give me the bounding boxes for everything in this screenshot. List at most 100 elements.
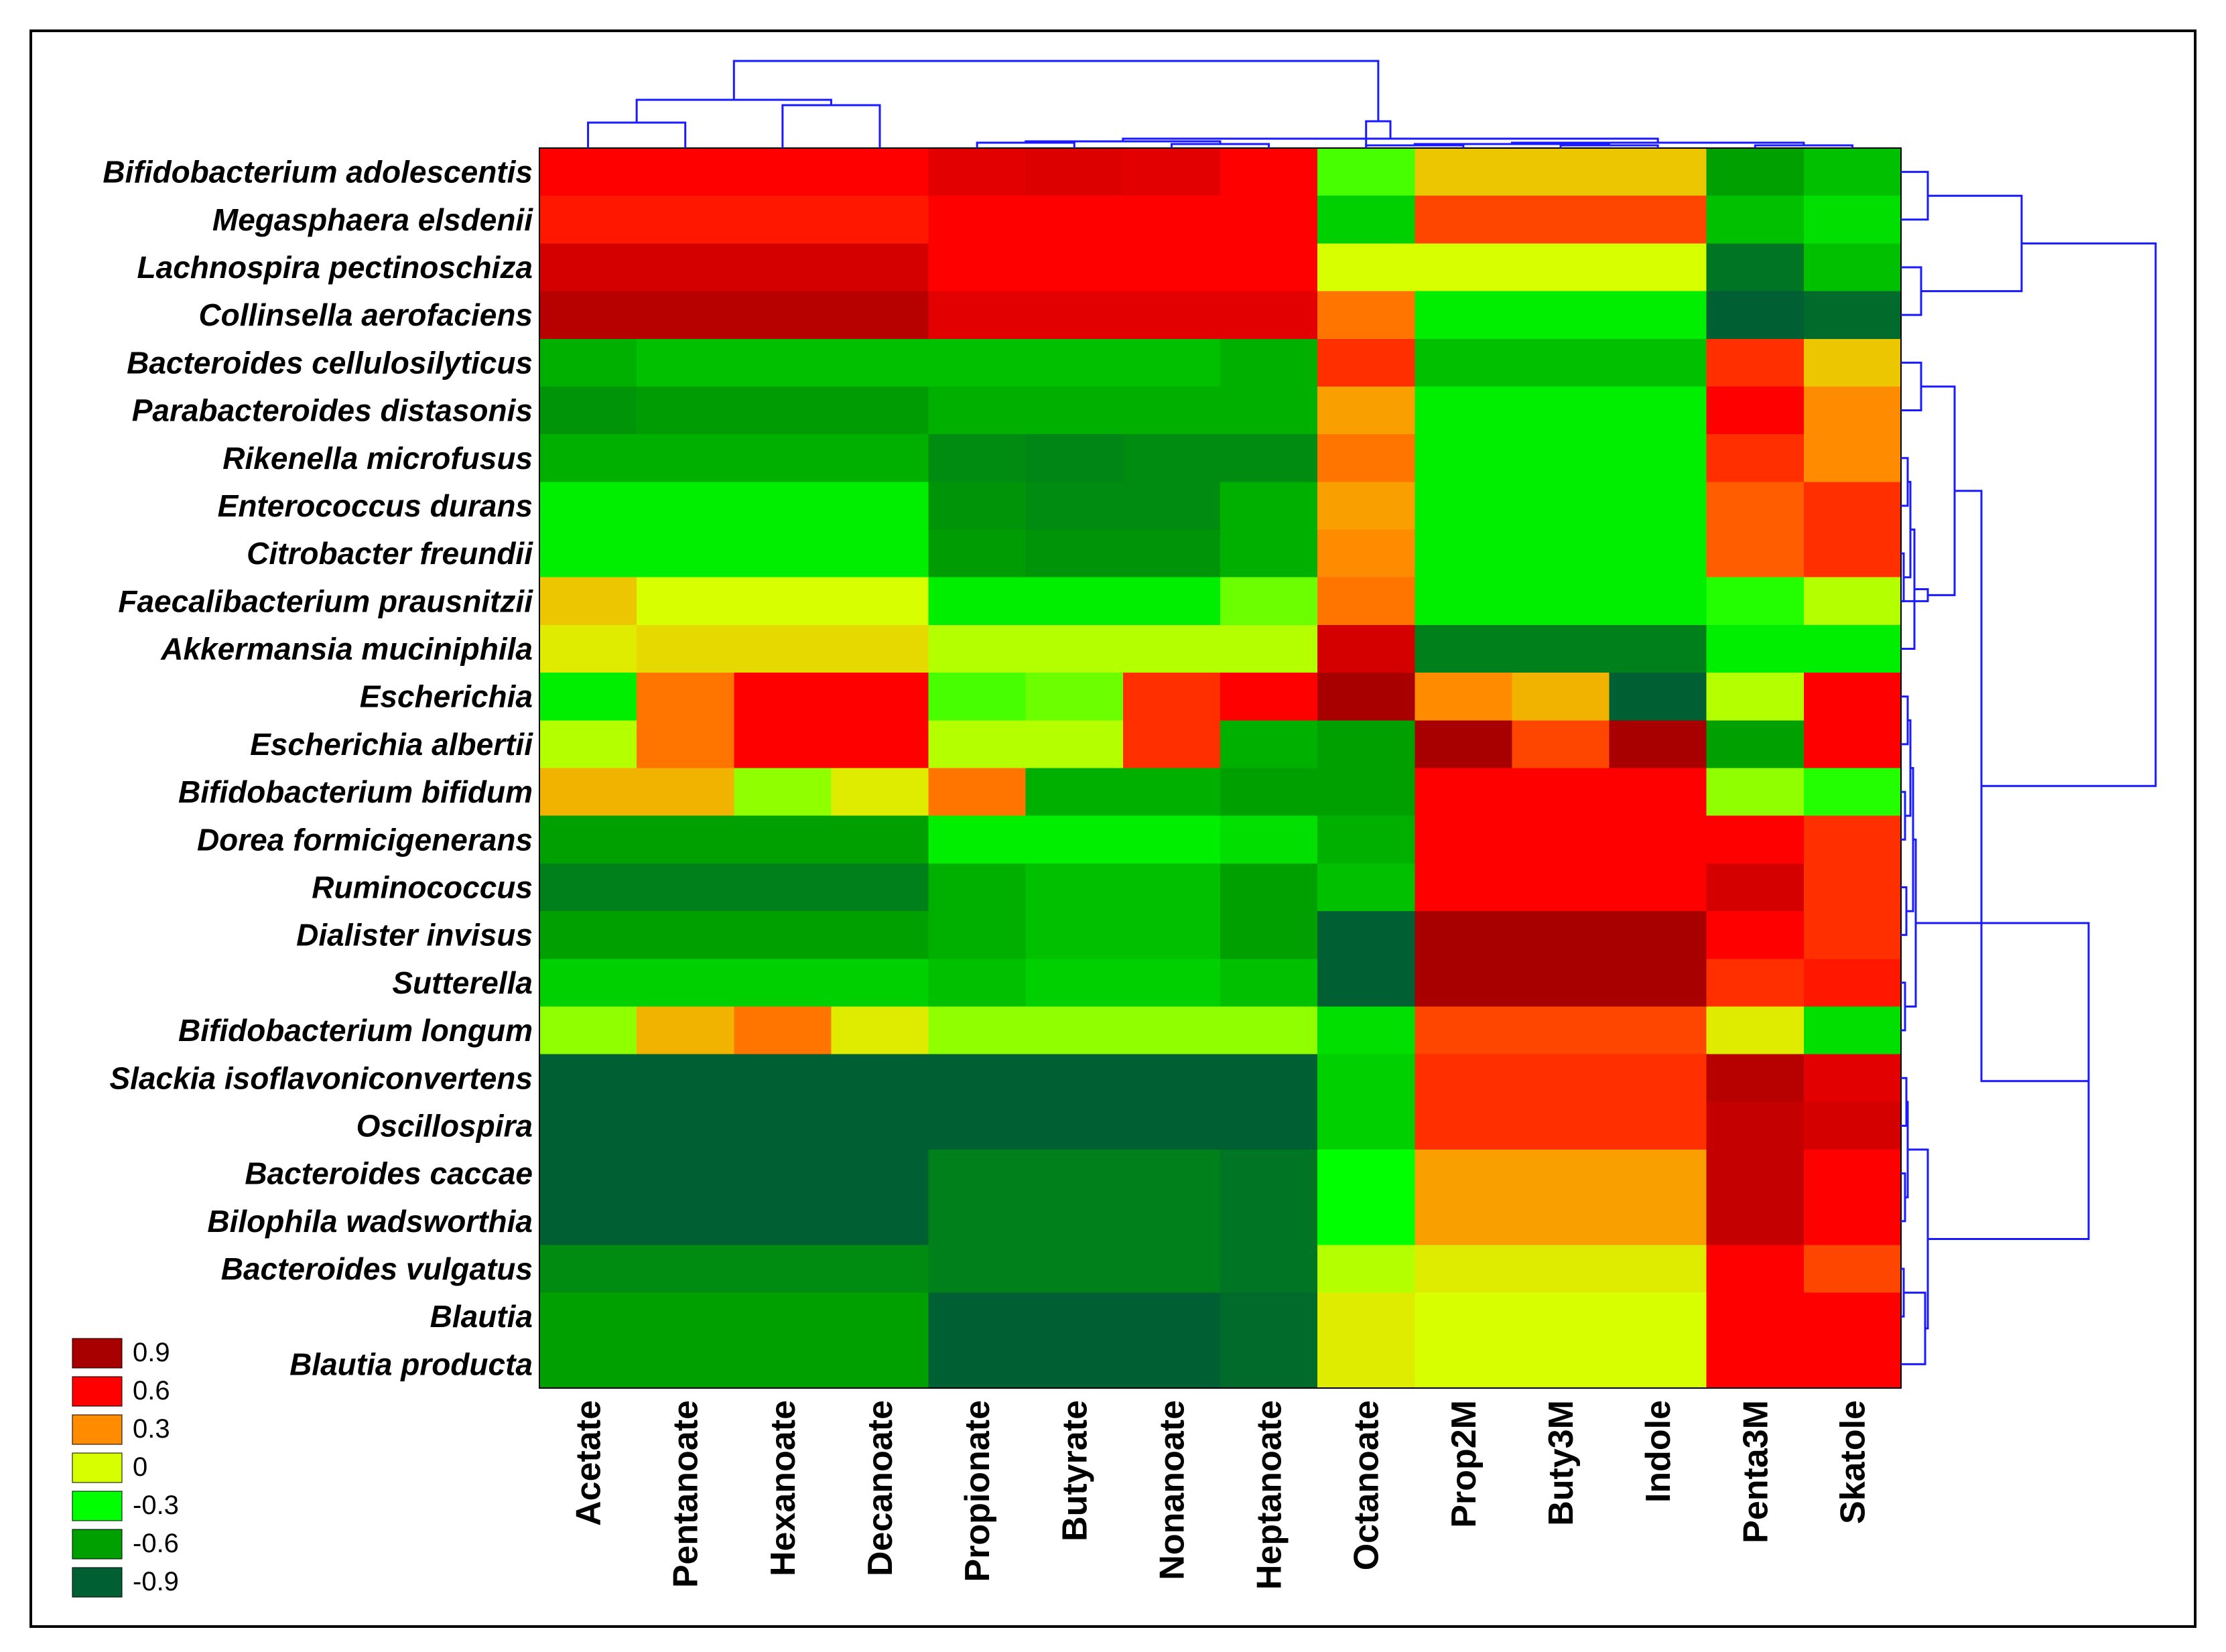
heatmap-cell xyxy=(1803,482,1902,531)
heatmap-cell xyxy=(1317,911,1415,959)
row-label: Dialister invisus xyxy=(296,918,533,953)
heatmap-cell xyxy=(1609,386,1707,435)
heatmap-cell xyxy=(831,577,929,626)
heatmap-cell xyxy=(1415,338,1513,387)
heatmap-cell xyxy=(637,196,734,244)
heatmap-cell xyxy=(1415,243,1513,292)
heatmap-cell xyxy=(1122,386,1221,435)
heatmap-cell xyxy=(734,482,832,531)
legend-label: -0.6 xyxy=(133,1529,179,1558)
heatmap-cell xyxy=(1415,1197,1513,1246)
heatmap-cell xyxy=(1025,624,1124,673)
heatmap-cell xyxy=(1220,768,1318,817)
heatmap-cell xyxy=(1803,959,1902,1008)
heatmap-cell xyxy=(928,482,1027,531)
row-label: Akkermansia muciniphila xyxy=(160,632,533,667)
heatmap-cell xyxy=(1803,338,1902,387)
chart-frame xyxy=(29,29,2197,1628)
column-dendrogram xyxy=(587,60,1853,148)
row-label: Bilophila wadsworthia xyxy=(207,1204,533,1239)
heatmap-cell xyxy=(1220,815,1318,864)
heatmap-cell xyxy=(539,243,637,292)
heatmap-cell xyxy=(1317,768,1415,817)
heatmap-cell xyxy=(1025,386,1124,435)
dendrogram-branch xyxy=(1921,385,1956,596)
heatmap-cell xyxy=(1122,673,1221,721)
heatmap-cell xyxy=(1512,482,1610,531)
heatmap-cell xyxy=(928,1340,1027,1389)
dendrogram-branch xyxy=(1901,886,1908,937)
heatmap-cell xyxy=(1025,1292,1124,1341)
heatmap-cell xyxy=(1220,196,1318,244)
heatmap-cell xyxy=(1122,434,1221,482)
heatmap-cell xyxy=(539,863,637,912)
heatmap-cell xyxy=(637,815,734,864)
heatmap-cell xyxy=(1122,482,1221,531)
heatmap-cell xyxy=(539,1101,637,1150)
row-label: Parabacteroides distasonis xyxy=(132,393,533,428)
heatmap-cell xyxy=(928,577,1027,626)
heatmap-cell xyxy=(734,148,832,196)
heatmap-cell xyxy=(1706,482,1805,531)
heatmap-cell xyxy=(1415,1245,1513,1294)
row-label: Bacteroides caccae xyxy=(245,1156,533,1191)
heatmap-cell xyxy=(1025,577,1124,626)
heatmap-cell xyxy=(1025,1006,1124,1055)
heatmap-cell xyxy=(1415,959,1513,1008)
heatmap-cell xyxy=(1803,1054,1902,1103)
heatmap-cell xyxy=(928,815,1027,864)
heatmap-cell xyxy=(1220,959,1318,1008)
heatmap-cell xyxy=(734,1292,832,1341)
heatmap-cell xyxy=(539,1054,637,1103)
column-label: Nonanoate xyxy=(1153,1400,1191,1580)
row-label: Blautia producta xyxy=(289,1347,533,1381)
heatmap-cell xyxy=(1609,1150,1707,1198)
heatmap-cell xyxy=(1706,959,1805,1008)
heatmap-cell xyxy=(539,434,637,482)
heatmap-cell xyxy=(637,243,734,292)
legend-swatch xyxy=(72,1376,123,1407)
heatmap-cell xyxy=(1025,196,1124,244)
heatmap-cell xyxy=(1220,911,1318,959)
heatmap-cell xyxy=(539,1150,637,1198)
heatmap-cell xyxy=(637,148,734,196)
heatmap-cell xyxy=(831,243,929,292)
heatmap-cell xyxy=(1317,386,1415,435)
heatmap-cell xyxy=(928,1006,1027,1055)
row-label: Escherichia albertii xyxy=(250,727,533,762)
heatmap-cell xyxy=(1706,1101,1805,1150)
heatmap-cell xyxy=(1803,529,1902,578)
heatmap-cell xyxy=(539,1245,637,1294)
legend-swatch xyxy=(72,1414,123,1445)
heatmap-cell xyxy=(637,1150,734,1198)
heatmap-cell xyxy=(928,1054,1027,1103)
heatmap-cell xyxy=(1025,720,1124,769)
row-label: Ruminococcus xyxy=(312,870,533,905)
row-label: Escherichia xyxy=(360,679,533,714)
heatmap-cell xyxy=(637,720,734,769)
dendrogram-branch xyxy=(1901,361,1922,412)
heatmap-cell xyxy=(1317,148,1415,196)
column-label: Prop2M xyxy=(1445,1400,1484,1528)
heatmap-cell xyxy=(928,196,1027,244)
heatmap-cell xyxy=(1025,482,1124,531)
heatmap-cell xyxy=(1025,529,1124,578)
heatmap-cell xyxy=(1415,1006,1513,1055)
dendrogram-branch xyxy=(1981,242,2157,787)
heatmap-cell xyxy=(1122,1006,1221,1055)
heatmap-cell xyxy=(637,1197,734,1246)
heatmap-cell xyxy=(637,1054,734,1103)
heatmap-cell xyxy=(928,386,1027,435)
heatmap-cell xyxy=(831,959,929,1008)
heatmap-cell xyxy=(1512,196,1610,244)
dendrogram-branch xyxy=(1901,1077,1908,1127)
heatmap-cell xyxy=(637,577,734,626)
heatmap-cell xyxy=(1609,720,1707,769)
heatmap-cell xyxy=(1609,624,1707,673)
heatmap-cell xyxy=(831,1340,929,1389)
heatmap-cell xyxy=(1415,1292,1513,1341)
heatmap-cell xyxy=(1609,196,1707,244)
heatmap-cell xyxy=(734,1150,832,1198)
heatmap-cell xyxy=(1609,148,1707,196)
legend-label: 0.3 xyxy=(133,1414,170,1444)
